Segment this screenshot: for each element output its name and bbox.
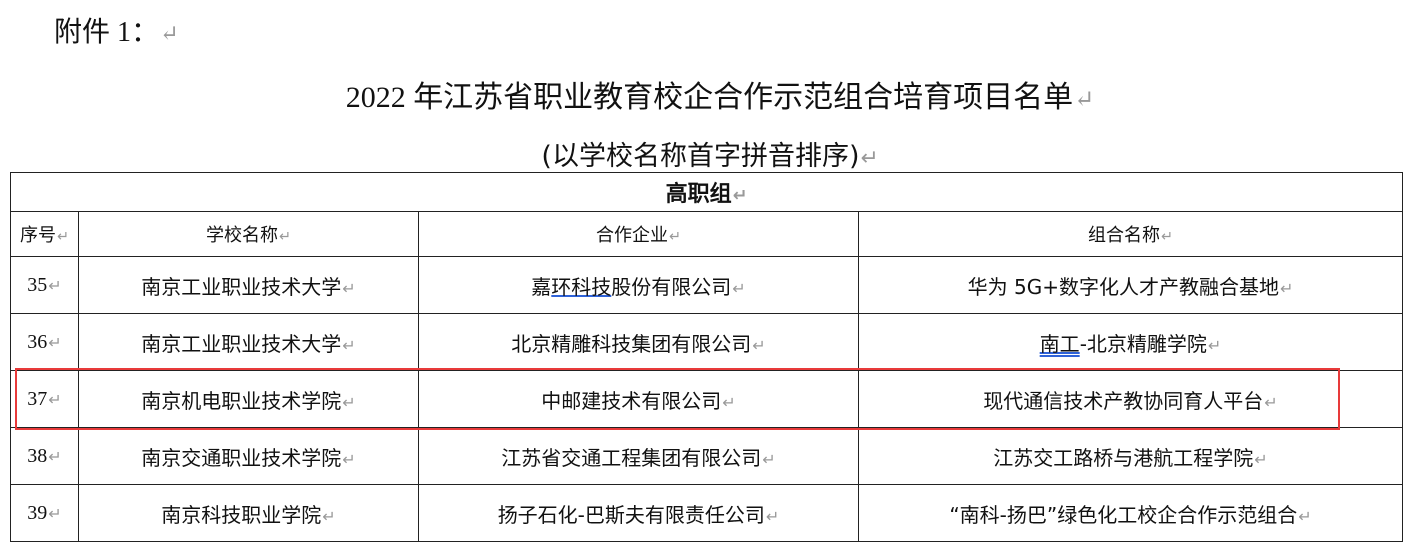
column-header-no: 序号 bbox=[10, 211, 79, 257]
cell-school: 南京工业职业技术大学 bbox=[78, 256, 419, 314]
column-header-school: 学校名称 bbox=[78, 211, 419, 257]
cell-combo: 华为 5G+数字化人才产教融合基地 bbox=[858, 256, 1403, 314]
table-row: 35南京工业职业技术大学嘉环科技股份有限公司华为 5G+数字化人才产教融合基地 bbox=[10, 256, 1403, 314]
document-subtitle: (以学校名称首字拼音排序) bbox=[0, 134, 1410, 173]
project-table: 高职组 序号 学校名称 合作企业 组合名称 35南京工业职业技术大学嘉环科技股份… bbox=[10, 172, 1403, 542]
document-title: 2022 年江苏省职业教育校企合作示范组合培育项目名单 bbox=[0, 72, 1410, 116]
table-row: 36南京工业职业技术大学北京精雕科技集团有限公司南工-北京精雕学院 bbox=[10, 313, 1403, 371]
cell-combo: 南工-北京精雕学院 bbox=[858, 313, 1403, 371]
cell-company: 北京精雕科技集团有限公司 bbox=[418, 313, 859, 371]
cell-no: 35 bbox=[10, 256, 79, 314]
group-label: 高职组 bbox=[666, 182, 748, 207]
cell-company: 江苏省交通工程集团有限公司 bbox=[418, 427, 859, 485]
cell-company: 嘉环科技股份有限公司 bbox=[418, 256, 859, 314]
table-row: 38南京交通职业技术学院江苏省交通工程集团有限公司江苏交工路桥与港航工程学院 bbox=[10, 427, 1403, 485]
cell-company: 扬子石化-巴斯夫有限责任公司 bbox=[418, 484, 859, 542]
annex-label: 附件 1： bbox=[54, 10, 179, 50]
table-row: 39南京科技职业学院扬子石化-巴斯夫有限责任公司“南科-扬巴”绿色化工校企合作示… bbox=[10, 484, 1403, 542]
cell-no: 39 bbox=[10, 484, 79, 542]
column-header-combo: 组合名称 bbox=[858, 211, 1403, 257]
cell-school: 南京工业职业技术大学 bbox=[78, 313, 419, 371]
cell-no: 36 bbox=[10, 313, 79, 371]
cell-no: 37 bbox=[10, 370, 79, 428]
cell-company: 中邮建技术有限公司 bbox=[418, 370, 859, 428]
cell-no: 38 bbox=[10, 427, 79, 485]
cell-school: 南京科技职业学院 bbox=[78, 484, 419, 542]
cell-combo: 现代通信技术产教协同育人平台 bbox=[858, 370, 1403, 428]
table-row: 37南京机电职业技术学院中邮建技术有限公司现代通信技术产教协同育人平台 bbox=[10, 370, 1403, 428]
group-header: 高职组 bbox=[10, 172, 1403, 212]
cell-combo: “南科-扬巴”绿色化工校企合作示范组合 bbox=[858, 484, 1403, 542]
cell-combo: 江苏交工路桥与港航工程学院 bbox=[858, 427, 1403, 485]
cell-school: 南京交通职业技术学院 bbox=[78, 427, 419, 485]
cell-school: 南京机电职业技术学院 bbox=[78, 370, 419, 428]
column-header-company: 合作企业 bbox=[418, 211, 859, 257]
